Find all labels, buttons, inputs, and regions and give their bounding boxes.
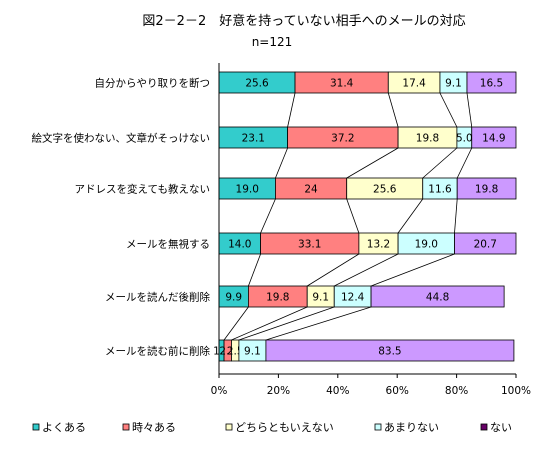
data-label: 20.7 — [474, 239, 497, 251]
data-label: 19.8 — [416, 133, 439, 145]
series-line — [422, 147, 458, 179]
category-label: アドレスを変えても教えない — [75, 183, 210, 196]
series-line — [223, 306, 249, 341]
legend-label: どちらともいえない — [235, 421, 334, 434]
series-lines — [223, 92, 473, 341]
data-label: 11.6 — [428, 184, 452, 196]
legend-label: 時々ある — [132, 421, 176, 434]
series-line — [306, 253, 360, 287]
series-line — [370, 253, 455, 287]
legend-label: よくある — [42, 421, 86, 434]
series-line — [287, 92, 296, 128]
bars: 25.6 31.4 17.4 9.1 16.5 23.1 37.2 19.8 5.0 14.9 19… — [213, 71, 517, 362]
series-line — [275, 147, 288, 179]
data-label: 19.8 — [475, 184, 498, 196]
series-line — [466, 92, 473, 128]
legend-marker — [374, 423, 382, 431]
data-label: 19.8 — [266, 292, 289, 304]
legend-marker — [32, 423, 40, 431]
legend-label: ない — [490, 421, 512, 434]
data-label: 9.1 — [312, 292, 329, 304]
category-label: 絵文字を使わない、文章がそっけない — [32, 132, 211, 145]
data-label: 5.0 — [456, 133, 473, 145]
series-line — [454, 198, 458, 234]
series-line — [346, 147, 399, 179]
series-line — [238, 306, 335, 341]
legend-label: あまりない — [384, 421, 439, 434]
data-label: 37.2 — [331, 133, 354, 145]
data-label: 31.4 — [330, 78, 354, 90]
data-label: 19.0 — [236, 184, 259, 196]
data-label: 25.6 — [373, 184, 397, 196]
series-line — [260, 198, 276, 234]
data-label: 12.4 — [341, 292, 365, 304]
bar-3-5 — [456, 177, 517, 200]
data-label: 9.1 — [445, 78, 462, 90]
bar-1-5 — [466, 71, 517, 94]
category-label: メールを無視する — [126, 238, 210, 251]
legend: よくある 時々ある どちらともいえない あまりない ない — [32, 421, 512, 434]
series-line — [397, 198, 424, 234]
bar-5-5 — [370, 285, 505, 308]
x-tick-label: 100% — [501, 385, 531, 397]
x-tick-label: 40% — [326, 385, 349, 397]
chart-subtitle: n=121 — [252, 35, 293, 49]
data-label: 16.5 — [480, 78, 503, 90]
legend-marker — [480, 423, 488, 431]
bar-2-5 — [471, 126, 517, 149]
data-label: 13.2 — [367, 239, 390, 251]
data-label: 14.0 — [228, 239, 251, 251]
x-tick-label: 20% — [267, 385, 290, 397]
series-line — [346, 198, 360, 234]
series-line — [456, 147, 473, 179]
x-tick-label: 60% — [386, 385, 409, 397]
data-label: 9.1 — [244, 346, 261, 358]
data-label: 83.5 — [378, 346, 401, 358]
legend-marker — [225, 423, 233, 431]
data-label: 33.1 — [298, 239, 321, 251]
data-label: 23.1 — [242, 133, 265, 145]
series-line — [439, 92, 458, 128]
category-label: 自分からやり取りを断つ — [95, 77, 211, 90]
series-line — [248, 253, 261, 287]
data-label: 9.9 — [225, 292, 242, 304]
data-label: 14.9 — [482, 133, 505, 145]
bar-6-5 — [265, 339, 515, 362]
legend-marker — [122, 423, 130, 431]
data-label: 17.4 — [402, 78, 426, 90]
category-label: メールを読んだ後削除 — [105, 291, 210, 304]
data-label: 24 — [304, 184, 318, 196]
series-line — [387, 92, 399, 128]
series-line — [231, 306, 308, 341]
series-line — [334, 253, 399, 287]
category-labels: 自分からやり取りを断つ絵文字を使わない、文章がそっけないアドレスを変えても教えな… — [32, 77, 211, 358]
category-label: メールを読む前に削除 — [105, 345, 210, 358]
x-tick-label: 80% — [445, 385, 468, 397]
series-line — [265, 306, 372, 341]
chart-title: 図2－2－2 好意を持っていない相手へのメールの対応 — [142, 13, 465, 29]
data-label: 19.0 — [415, 239, 438, 251]
bar-4-5 — [454, 232, 517, 255]
data-label: 25.6 — [245, 78, 269, 90]
x-tick-label: 0% — [211, 385, 228, 397]
x-axis: 0% 20% 40% 60% 80% 100% — [211, 63, 531, 397]
data-label: 44.8 — [426, 292, 449, 304]
